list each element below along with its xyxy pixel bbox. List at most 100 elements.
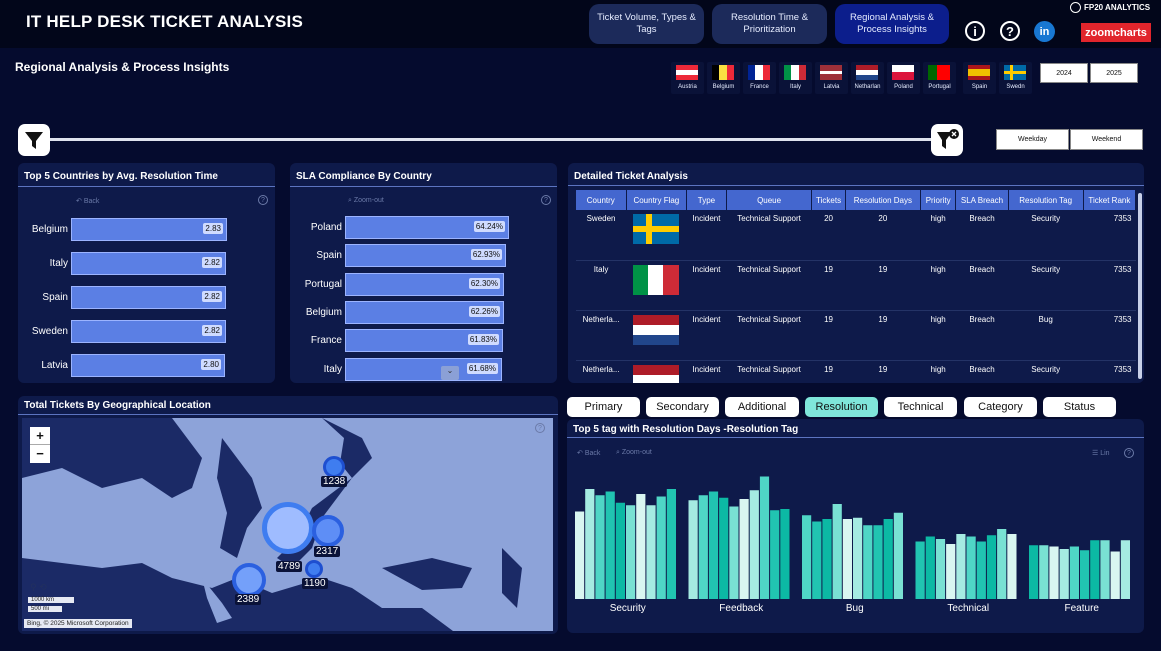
tag-bar[interactable]	[770, 510, 780, 599]
tag-chart-zoom-out-button[interactable]: ⌕ Zoom-out	[616, 449, 652, 456]
tag-bar[interactable]	[666, 489, 676, 599]
top5-bar[interactable]: 2.83	[71, 218, 227, 241]
sla-bar[interactable]: 61.68%	[345, 357, 502, 381]
column-header[interactable]: Resolution Days	[845, 190, 921, 210]
tag-bar[interactable]	[1080, 550, 1090, 599]
flag-sweden[interactable]: Swedn	[999, 62, 1032, 94]
tag-bar[interactable]	[780, 509, 790, 599]
tag-bar[interactable]	[626, 505, 636, 599]
map-bubble-sweden[interactable]	[323, 456, 345, 478]
tag-bar[interactable]	[1090, 540, 1100, 599]
tag-bar[interactable]	[966, 536, 976, 600]
tag-bar[interactable]	[946, 544, 956, 599]
map-zoom-out-button[interactable]: −	[30, 444, 50, 462]
clear-filter-icon[interactable]	[931, 124, 963, 156]
flag-portugal[interactable]: Portugal	[923, 62, 956, 94]
table-scrollbar[interactable]	[1138, 193, 1142, 379]
year-2024-button[interactable]: 2024	[1040, 63, 1088, 83]
sla-bar[interactable]: 64.24%	[345, 216, 509, 239]
column-header[interactable]: Country	[576, 190, 627, 210]
scroll-down-icon[interactable]: ⌄	[441, 366, 459, 380]
column-header[interactable]: Tickets	[811, 190, 846, 210]
map-help-icon[interactable]: ?	[535, 423, 545, 433]
tag-bar[interactable]	[575, 511, 585, 600]
flag-austria[interactable]: Austria	[671, 62, 704, 94]
column-header[interactable]: Ticket Rank	[1083, 190, 1137, 210]
tag-bar[interactable]	[656, 496, 666, 600]
info-icon[interactable]: i	[965, 21, 985, 41]
tag-bar[interactable]	[832, 504, 842, 599]
top5-help-icon[interactable]: ?	[258, 195, 268, 205]
sla-bar[interactable]: 62.26%	[345, 300, 504, 324]
tag-bar[interactable]	[812, 521, 822, 600]
tag-bar[interactable]	[585, 489, 595, 599]
tag-bar[interactable]	[605, 491, 615, 600]
flag-france[interactable]: France	[743, 62, 776, 94]
tag-bar[interactable]	[956, 534, 966, 599]
tag-chart-scale-toggle[interactable]: ☰ Lin	[1092, 450, 1110, 457]
tag-bar[interactable]	[1039, 545, 1049, 599]
table-row[interactable]: Netherla... Incident Technical Support 19 19…	[576, 310, 1136, 361]
tag-bar[interactable]	[915, 541, 925, 600]
tag-bar[interactable]	[688, 500, 698, 599]
tag-bar[interactable]	[802, 515, 812, 599]
map-bubble-belgium[interactable]	[262, 502, 314, 554]
top5-back-button[interactable]: ↶ Back	[76, 198, 100, 205]
top5-bar[interactable]: 2.82	[71, 252, 226, 275]
table-row[interactable]: Sweden Incident Technical Support 20 20 high B…	[576, 210, 1136, 261]
flag-belgium[interactable]: Belgium	[707, 62, 740, 94]
flag-spain[interactable]: Spain	[963, 62, 996, 94]
tag-bar[interactable]	[893, 512, 903, 599]
filter-slider-track[interactable]	[50, 138, 932, 141]
column-header[interactable]: Queue	[726, 190, 813, 210]
tag-resolution-button[interactable]: Resolution	[805, 397, 878, 417]
help-icon[interactable]: ?	[1000, 21, 1020, 41]
tag-bar[interactable]	[759, 476, 770, 600]
tag-bar[interactable]	[636, 494, 646, 599]
tag-bar[interactable]	[719, 497, 729, 599]
tag-bar[interactable]	[853, 517, 863, 599]
tag-bar[interactable]	[1069, 546, 1079, 600]
column-header[interactable]: Country Flag	[626, 190, 688, 210]
tag-secondary-button[interactable]: Secondary	[646, 397, 719, 417]
tag-bar[interactable]	[1049, 546, 1059, 600]
sla-zoom-out-button[interactable]: ⌕ Zoom-out	[348, 197, 384, 204]
top5-bar[interactable]: 2.82	[71, 320, 226, 343]
weekend-button[interactable]: Weekend	[1070, 129, 1143, 150]
flag-latvia[interactable]: Latvia	[815, 62, 848, 94]
tag-technical-button[interactable]: Technical	[884, 397, 957, 417]
linkedin-icon[interactable]: in	[1034, 21, 1055, 42]
tag-bar[interactable]	[822, 519, 832, 599]
tag-bar[interactable]	[873, 525, 883, 599]
map-zoom-in-button[interactable]: +	[36, 428, 44, 443]
tag-bar[interactable]	[1120, 540, 1130, 599]
tag-bar[interactable]	[925, 536, 935, 600]
tag-bar[interactable]	[986, 535, 997, 599]
nav-regional-analysis[interactable]: Regional Analysis & Process Insights	[835, 4, 949, 44]
sla-help-icon[interactable]: ?	[541, 195, 551, 205]
tag-bar[interactable]	[615, 502, 625, 599]
map-canvas[interactable]: 1238 2317 4789 1190 2389 + − ? ⚲ ⟲ 1000 …	[22, 418, 553, 631]
nav-ticket-volume[interactable]: Ticket Volume, Types & Tags	[589, 4, 704, 44]
tag-bar[interactable]	[1059, 549, 1069, 599]
tag-bar[interactable]	[595, 495, 605, 599]
flag-poland[interactable]: Poland	[887, 62, 920, 94]
tag-bar[interactable]	[1110, 551, 1120, 600]
map-bubble-spain[interactable]	[232, 563, 266, 597]
nav-resolution-time[interactable]: Resolution Time & Prioritization	[712, 4, 827, 44]
table-row[interactable]: Netherla... Incident Technical Support 19 19…	[576, 360, 1136, 383]
top5-bar[interactable]: 2.80	[71, 354, 225, 377]
tag-bar[interactable]	[729, 506, 739, 600]
top5-bar[interactable]: 2.82	[71, 286, 226, 309]
tag-bar[interactable]	[976, 541, 986, 600]
tag-chart-help-icon[interactable]: ?	[1124, 448, 1134, 458]
tag-bar[interactable]	[1029, 545, 1039, 599]
flag-italy[interactable]: Italy	[779, 62, 812, 94]
tag-bar[interactable]	[749, 490, 759, 599]
filter-icon[interactable]	[18, 124, 50, 156]
weekday-button[interactable]: Weekday	[996, 129, 1069, 150]
tag-chart-back-button[interactable]: ↶ Back	[577, 450, 601, 457]
tag-status-button[interactable]: Status	[1043, 397, 1116, 417]
tag-bar[interactable]	[883, 519, 893, 599]
tag-bar[interactable]	[842, 519, 852, 599]
